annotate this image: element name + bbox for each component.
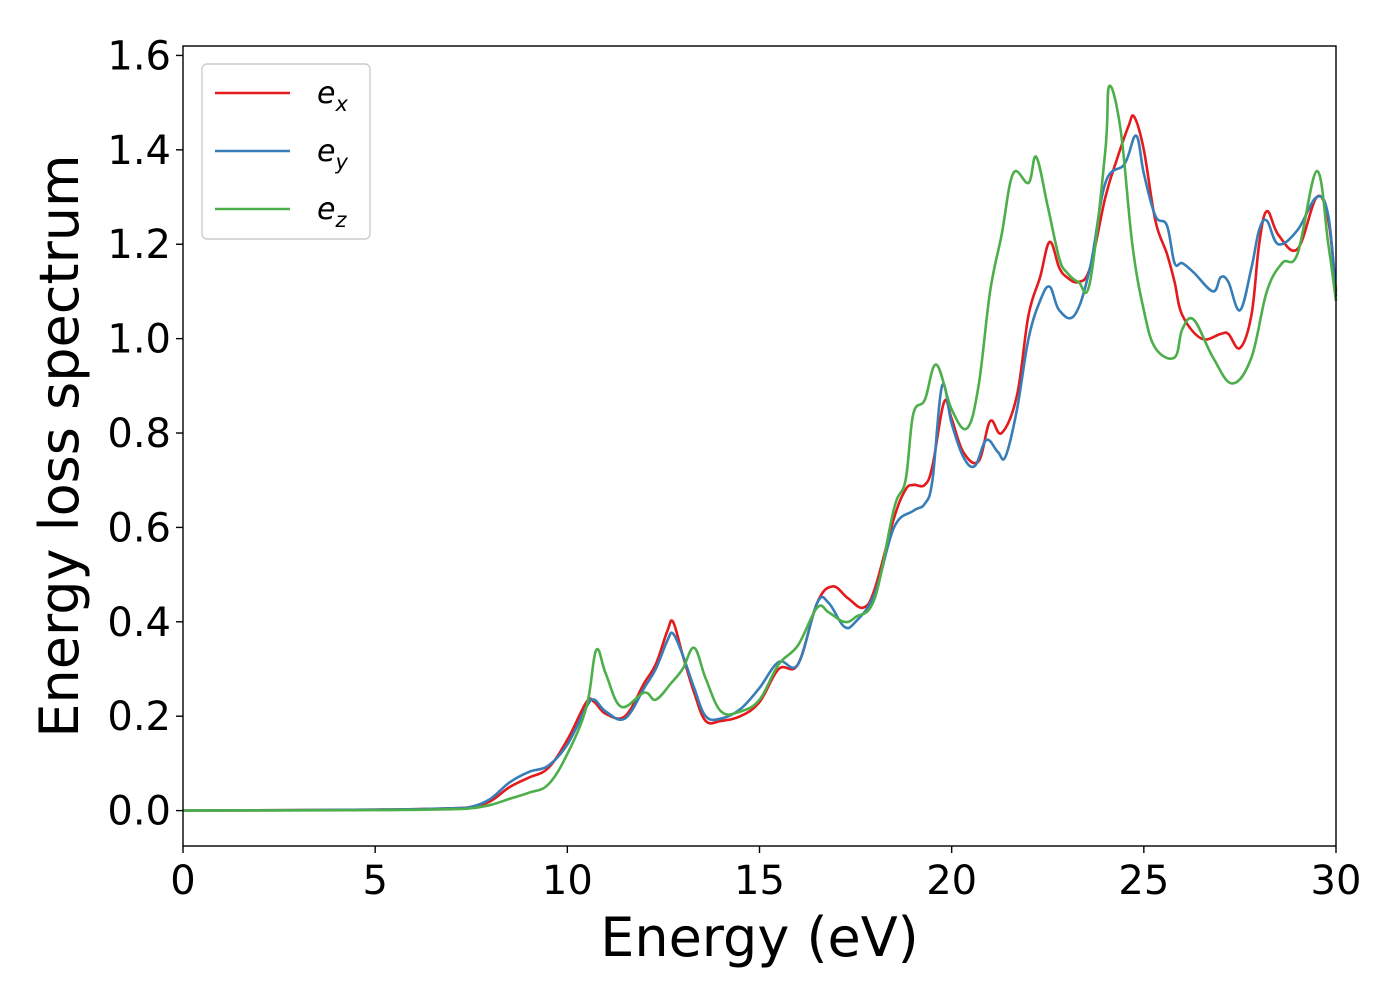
x-tick-label: 25 — [1118, 858, 1169, 904]
x-axis-label: Energy (eV) — [600, 906, 919, 969]
legend-subscript: z — [334, 208, 347, 232]
series-line-ez — [182, 84, 1338, 812]
x-tick-label: 30 — [1311, 858, 1362, 904]
x-tick-label: 15 — [734, 858, 785, 904]
series-lines — [182, 84, 1338, 812]
legend-subscript: x — [334, 92, 348, 116]
y-tick-label: 0.6 — [107, 505, 171, 551]
x-tick-label: 20 — [926, 858, 977, 904]
x-tick-label: 5 — [362, 858, 387, 904]
y-tick-label: 0.0 — [107, 789, 171, 835]
y-tick-label: 0.8 — [107, 411, 171, 457]
y-tick-label: 1.2 — [107, 222, 171, 268]
y-tick-label: 1.4 — [107, 128, 171, 174]
x-tick-label: 0 — [170, 858, 195, 904]
x-axis: 0 5 10 15 20 25 30 — [170, 846, 1361, 904]
y-tick-label: 0.2 — [107, 694, 171, 740]
legend-subscript: y — [334, 150, 348, 174]
series-line-ey — [182, 134, 1338, 812]
y-axis-label: Energy loss spectrum — [28, 154, 91, 737]
y-tick-label: 1.6 — [107, 33, 171, 79]
y-axis: 0.0 0.2 0.4 0.6 0.8 1.0 1.2 1.4 1.6 — [107, 33, 183, 835]
y-tick-label: 0.4 — [107, 600, 171, 646]
x-tick-label: 10 — [542, 858, 593, 904]
y-tick-label: 1.0 — [107, 317, 171, 363]
